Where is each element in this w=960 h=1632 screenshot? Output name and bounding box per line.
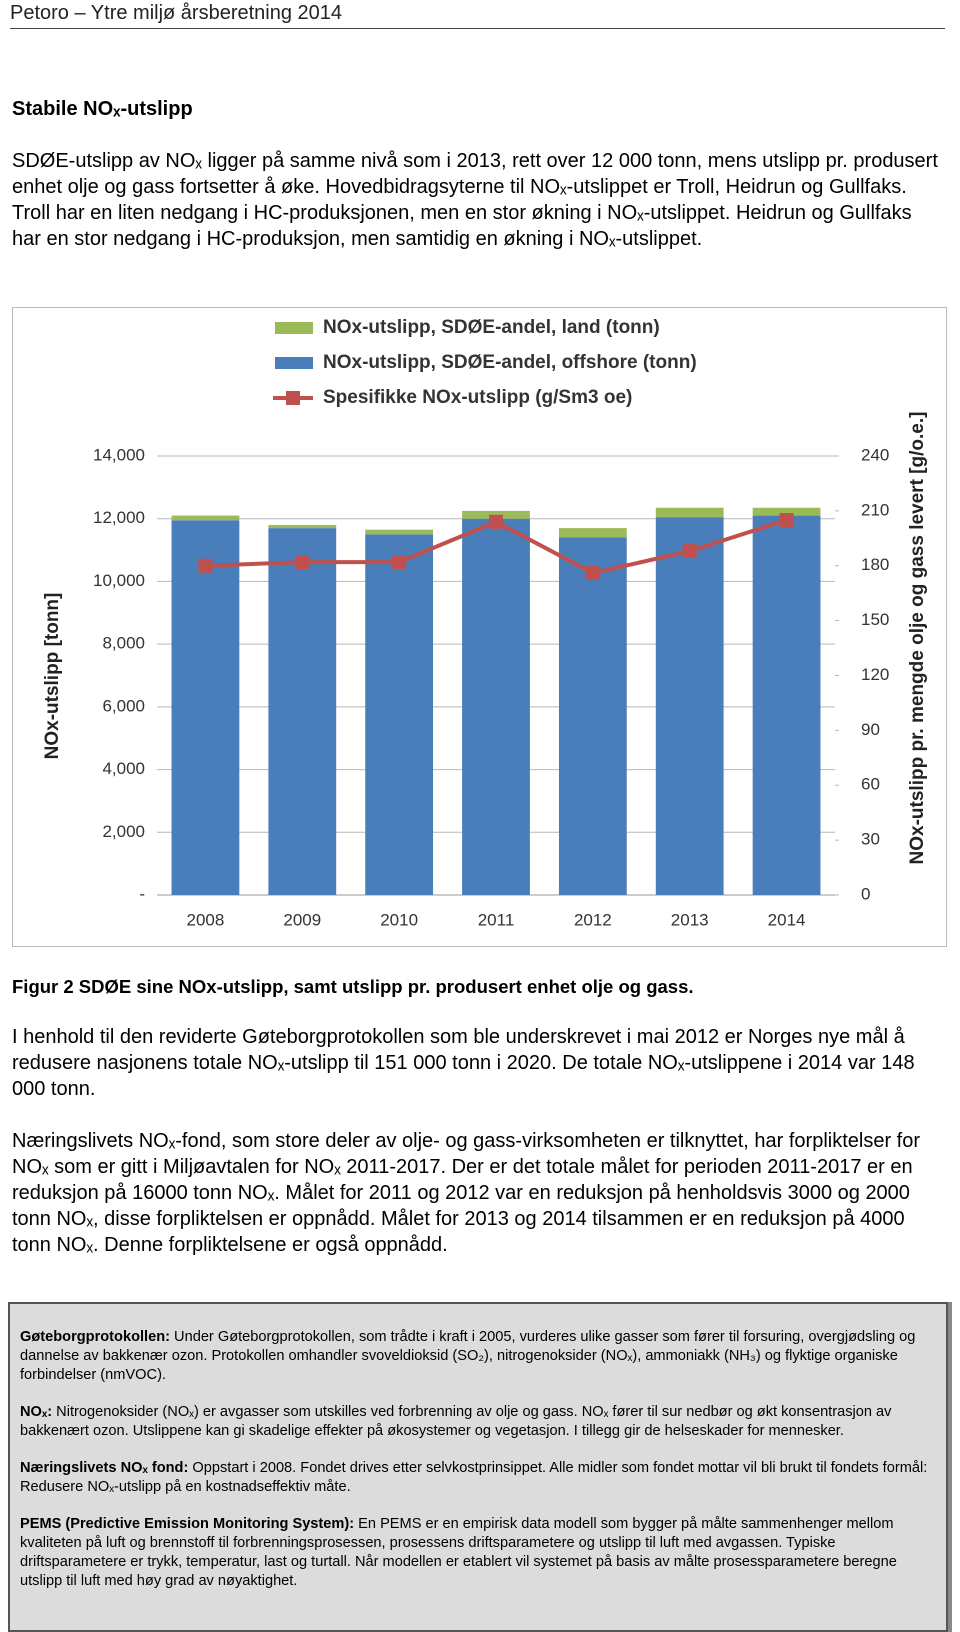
bar-segment	[365, 529, 434, 535]
bar-segment	[462, 510, 530, 519]
bar-segment	[752, 515, 821, 895]
paragraph: SDØE-utslipp av NOₓ ligger på samme nivå…	[12, 150, 938, 250]
bar-segment	[365, 534, 434, 895]
x-tick-label: 2013	[671, 910, 709, 929]
x-tick-label: 2014	[768, 910, 806, 929]
legend-label: NOx-utslipp, SDØE-andel, offshore (tonn)	[323, 352, 697, 373]
bar-segment	[752, 507, 821, 516]
bar-segment	[171, 520, 240, 895]
bar-segment	[462, 518, 530, 895]
line-marker	[682, 544, 697, 559]
legend-swatch	[275, 357, 313, 369]
y-tick-label: 14,000	[93, 445, 145, 464]
legend-label: Spesifikke NOx-utslipp (g/Sm3 oe)	[323, 387, 632, 408]
legend-swatch	[275, 322, 313, 334]
y-tick-label: 6,000	[102, 696, 145, 715]
info-term: Næringslivets NOₓ fond:	[20, 1460, 189, 1476]
bar-segment	[655, 517, 724, 895]
info-text: En PEMS er en empirisk data modell som b…	[20, 1516, 897, 1589]
info-item: Gøteborgprotokollen: Under Gøteborgproto…	[20, 1328, 936, 1385]
bar-segment	[268, 528, 337, 895]
figure-caption: Figur 2 SDØE sine NOx-utslipp, samt utsl…	[12, 976, 694, 997]
info-item: Næringslivets NOₓ fond: Oppstart i 2008.…	[20, 1459, 936, 1497]
y-axis-title: NOx-utslipp [tonn]	[42, 593, 63, 760]
info-item: NOₓ: Nitrogenoksider (NOₓ) er avgasser s…	[20, 1403, 936, 1441]
info-item: PEMS (Predictive Emission Monitoring Sys…	[20, 1515, 936, 1591]
y2-tick-label: 90	[861, 720, 880, 739]
y2-tick-label: 0	[861, 884, 870, 903]
bar-segment	[171, 515, 240, 521]
bar-segment	[558, 528, 627, 538]
y2-tick-label: 30	[861, 830, 880, 849]
bar-segment	[268, 524, 337, 529]
legend-label: NOx-utslipp, SDØE-andel, land (tonn)	[323, 317, 660, 338]
line-marker	[779, 513, 794, 528]
x-tick-label: 2010	[380, 910, 418, 929]
info-text: Nitrogenoksider (NOₓ) er avgasser som ut…	[20, 1404, 892, 1439]
paragraph: I henhold til den reviderte Gøteborgprot…	[12, 1026, 915, 1100]
info-term: Gøteborgprotokollen:	[20, 1329, 170, 1345]
y-tick-label: 4,000	[102, 759, 145, 778]
y-tick-label: 12,000	[93, 508, 145, 527]
section-heading: Stabile NOₓ-utslipp	[12, 98, 193, 120]
y2-tick-label: 150	[861, 610, 889, 629]
y2-tick-label: 120	[861, 665, 889, 684]
x-tick-label: 2012	[574, 910, 612, 929]
legend-swatch	[286, 391, 300, 405]
paragraph: Næringslivets NOₓ-fond, som store deler …	[12, 1130, 921, 1256]
x-tick-label: 2008	[187, 910, 225, 929]
y-tick-label: -	[139, 884, 145, 903]
info-term: NOₓ:	[20, 1404, 53, 1420]
page-header: Petoro – Ytre miljø årsberetning 2014	[10, 0, 945, 29]
line-marker	[295, 555, 310, 570]
y-tick-label: 10,000	[93, 571, 145, 590]
y-tick-label: 2,000	[102, 822, 145, 841]
info-term: PEMS (Predictive Emission Monitoring Sys…	[20, 1516, 355, 1532]
line-marker	[198, 558, 213, 573]
line-marker	[392, 555, 407, 570]
y2-tick-label: 60	[861, 775, 880, 794]
x-tick-label: 2009	[283, 910, 321, 929]
y-tick-label: 8,000	[102, 634, 145, 653]
info-text: Oppstart i 2008. Fondet drives etter sel…	[20, 1460, 928, 1495]
bar-segment	[558, 537, 627, 895]
info-text: Under Gøteborgprotokollen, som trådte i …	[20, 1329, 916, 1383]
bar-segment	[655, 507, 724, 518]
y2-tick-label: 210	[861, 500, 889, 519]
y2-tick-label: 240	[861, 445, 889, 464]
info-box: Gøteborgprotokollen: Under Gøteborgproto…	[8, 1302, 948, 1632]
x-tick-label: 2011	[478, 910, 515, 929]
line-marker	[489, 514, 503, 529]
y2-axis-title: NOx-utslipp pr. mengde olje og gass leve…	[907, 412, 928, 865]
figure: NOx-utslipp [tonn] NOx-utslipp pr. mengd…	[12, 307, 947, 947]
y2-tick-label: 180	[861, 555, 889, 574]
line-marker	[585, 566, 600, 581]
chart: NOx-utslipp [tonn] NOx-utslipp pr. mengd…	[42, 317, 928, 929]
